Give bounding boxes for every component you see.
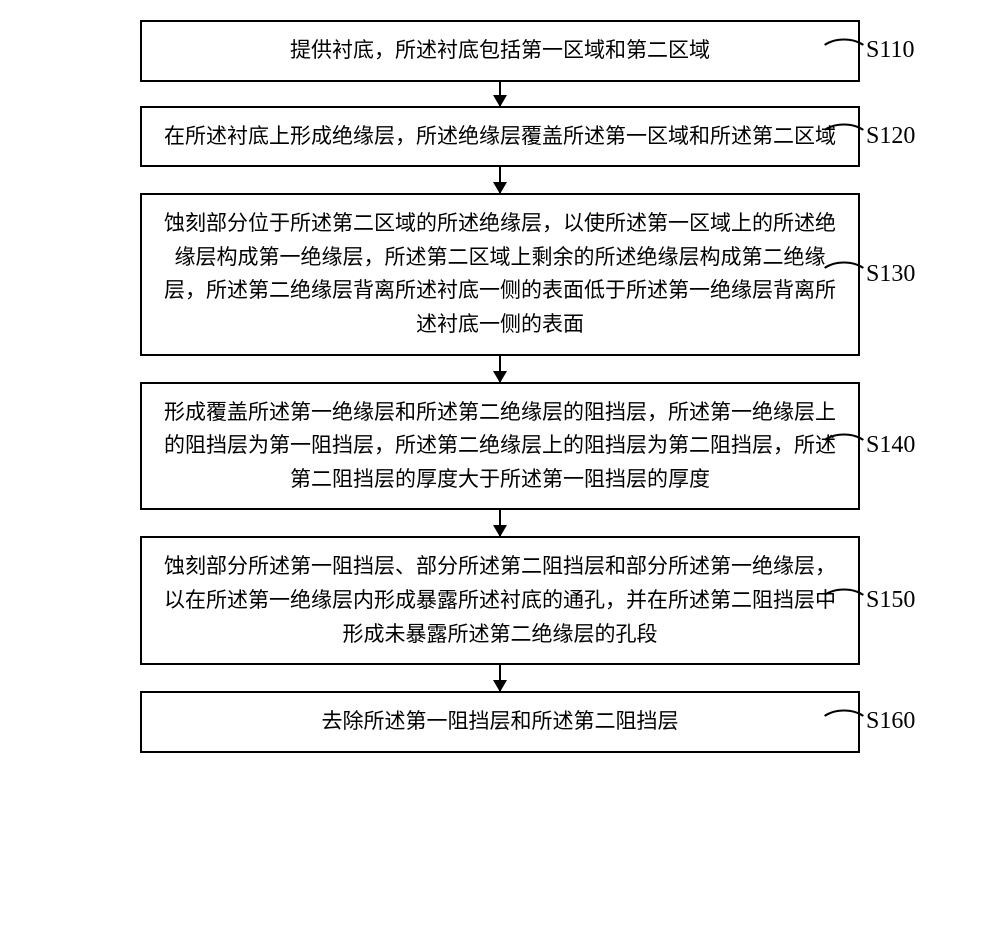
step-text: 蚀刻部分位于所述第二区域的所述绝缘层，以使所述第一区域上的所述绝缘层构成第一绝缘… — [164, 211, 836, 336]
step-row-3: 蚀刻部分位于所述第二区域的所述绝缘层，以使所述第一区域上的所述绝缘层构成第一绝缘… — [20, 193, 980, 355]
step-box-s130: 蚀刻部分位于所述第二区域的所述绝缘层，以使所述第一区域上的所述绝缘层构成第一绝缘… — [140, 193, 860, 355]
curve-connector: ⌒ — [823, 31, 865, 71]
step-text: 蚀刻部分所述第一阻挡层、部分所述第二阻挡层和部分所述第一绝缘层，以在所述第一绝缘… — [164, 554, 836, 645]
step-text: 形成覆盖所述第一绝缘层和所述第二绝缘层的阻挡层，所述第一绝缘层上的阻挡层为第一阻… — [164, 400, 836, 491]
arrow-3 — [499, 356, 501, 382]
step-row-6: 去除所述第一阻挡层和所述第二阻挡层 ⌒ S160 — [20, 691, 980, 753]
step-box-s140: 形成覆盖所述第一绝缘层和所述第二绝缘层的阻挡层，所述第一绝缘层上的阻挡层为第一阻… — [140, 382, 860, 511]
label-text: S150 — [866, 587, 915, 614]
label-text: S130 — [866, 261, 915, 288]
label-text: S110 — [866, 37, 914, 64]
step-label-s110: ⌒ S110 — [830, 31, 914, 71]
curve-connector: ⌒ — [823, 426, 865, 466]
step-row-1: 提供衬底，所述衬底包括第一区域和第二区域 ⌒ S110 — [20, 20, 980, 82]
step-box-s150: 蚀刻部分所述第一阻挡层、部分所述第二阻挡层和部分所述第一绝缘层，以在所述第一绝缘… — [140, 536, 860, 665]
step-label-s130: ⌒ S130 — [830, 254, 915, 294]
label-text: S140 — [866, 432, 915, 459]
arrow-4 — [499, 510, 501, 536]
step-text: 提供衬底，所述衬底包括第一区域和第二区域 — [290, 38, 710, 62]
label-text: S160 — [866, 708, 915, 735]
curve-connector: ⌒ — [823, 254, 865, 294]
step-box-s110: 提供衬底，所述衬底包括第一区域和第二区域 — [140, 20, 860, 82]
step-label-s160: ⌒ S160 — [830, 702, 915, 742]
curve-connector: ⌒ — [823, 116, 865, 156]
arrow-1 — [499, 82, 501, 106]
step-text: 在所述衬底上形成绝缘层，所述绝缘层覆盖所述第一区域和所述第二区域 — [164, 124, 836, 148]
step-row-2: 在所述衬底上形成绝缘层，所述绝缘层覆盖所述第一区域和所述第二区域 ⌒ S120 — [20, 106, 980, 168]
step-label-s140: ⌒ S140 — [830, 426, 915, 466]
step-box-s160: 去除所述第一阻挡层和所述第二阻挡层 — [140, 691, 860, 753]
step-row-5: 蚀刻部分所述第一阻挡层、部分所述第二阻挡层和部分所述第一绝缘层，以在所述第一绝缘… — [20, 536, 980, 665]
step-row-4: 形成覆盖所述第一绝缘层和所述第二绝缘层的阻挡层，所述第一绝缘层上的阻挡层为第一阻… — [20, 382, 980, 511]
flowchart-container: 提供衬底，所述衬底包括第一区域和第二区域 ⌒ S110 在所述衬底上形成绝缘层，… — [20, 20, 980, 753]
curve-connector: ⌒ — [823, 581, 865, 621]
step-text: 去除所述第一阻挡层和所述第二阻挡层 — [322, 709, 679, 733]
arrow-5 — [499, 665, 501, 691]
curve-connector: ⌒ — [823, 702, 865, 742]
arrow-2 — [499, 167, 501, 193]
label-text: S120 — [866, 123, 915, 150]
step-label-s150: ⌒ S150 — [830, 581, 915, 621]
step-box-s120: 在所述衬底上形成绝缘层，所述绝缘层覆盖所述第一区域和所述第二区域 — [140, 106, 860, 168]
step-label-s120: ⌒ S120 — [830, 116, 915, 156]
